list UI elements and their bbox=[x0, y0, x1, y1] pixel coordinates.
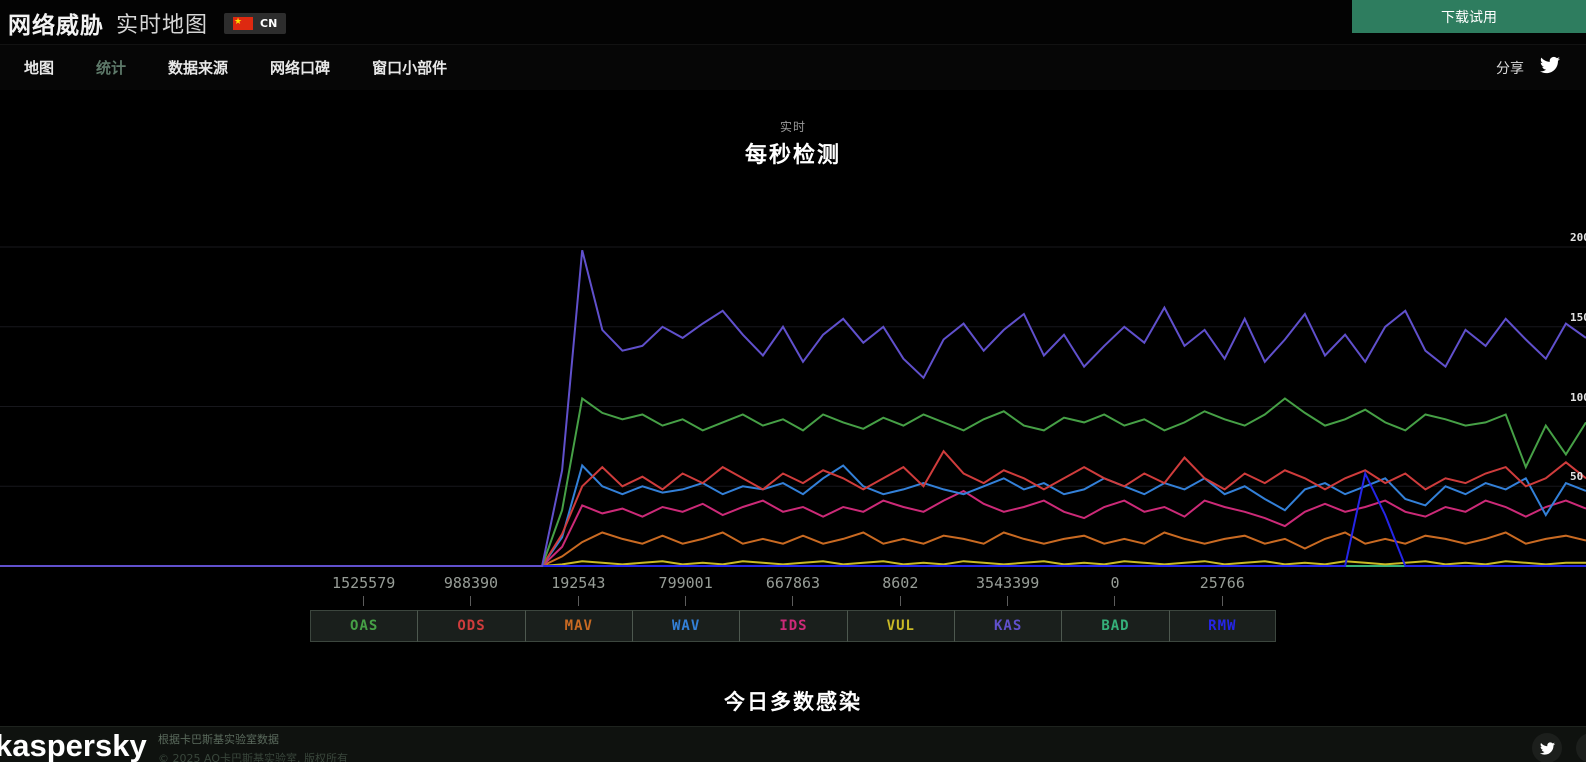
legend-value-wav: 799001 bbox=[658, 574, 713, 592]
legend-col-mav: 192543 MAV bbox=[524, 574, 632, 642]
detections-chart bbox=[0, 228, 1586, 570]
legend-col-kas: 3543399 KAS bbox=[953, 574, 1062, 642]
legend-label-mav: MAV bbox=[564, 618, 593, 634]
legend-value-bad: 0 bbox=[1110, 574, 1120, 592]
legend-col-ods: 988390 ODS bbox=[417, 574, 525, 642]
chart-legend: 1525579 OAS 988390 ODS 192543 MAV 799001 WAV 667… bbox=[310, 574, 1276, 642]
legend-item-bad[interactable]: BAD bbox=[1061, 610, 1169, 642]
y-axis-label-50: 50 bbox=[1570, 470, 1584, 484]
legend-tick-vul bbox=[899, 596, 901, 606]
legend-col-vul: 8602 VUL bbox=[846, 574, 954, 642]
legend-value-rmw: 25766 bbox=[1199, 574, 1245, 592]
legend-item-oas[interactable]: OAS bbox=[310, 610, 418, 642]
nav-tab-data-sources[interactable]: 数据来源 bbox=[168, 59, 229, 77]
legend-item-ids[interactable]: IDS bbox=[739, 610, 847, 642]
y-axis-label-150: 150 bbox=[1570, 310, 1586, 324]
legend-tick-bad bbox=[1114, 596, 1116, 606]
china-flag-icon: ★ bbox=[233, 16, 254, 30]
legend-col-bad: 0 BAD bbox=[1061, 574, 1169, 642]
nav-bar: 地图 统计 数据来源 网络口碑 窗口小部件 bbox=[0, 44, 1586, 90]
legend-value-vul: 8602 bbox=[882, 574, 919, 592]
brand-title-bold: 网络威胁 bbox=[8, 13, 104, 39]
legend-item-wav[interactable]: WAV bbox=[631, 610, 740, 642]
legend-value-ids: 667863 bbox=[765, 574, 821, 592]
legend-col-oas: 1525579 OAS bbox=[310, 574, 418, 642]
language-code: CN bbox=[260, 16, 278, 30]
legend-col-ids: 667863 IDS bbox=[739, 574, 847, 642]
legend-tick-wav bbox=[685, 596, 687, 606]
header: 网络威胁 实时地图 ★ CN 下载试用 bbox=[0, 0, 1586, 44]
series-line-oas bbox=[0, 396, 1586, 567]
footer-twitter-icon[interactable] bbox=[1532, 733, 1562, 762]
legend-label-oas: OAS bbox=[350, 618, 379, 634]
legend-value-mav: 192543 bbox=[551, 574, 606, 592]
legend-tick-ids bbox=[792, 596, 794, 606]
download-trial-button[interactable]: 下载试用 bbox=[1352, 0, 1586, 33]
footer-facebook-icon[interactable] bbox=[1576, 733, 1586, 762]
twitter-icon[interactable] bbox=[1539, 55, 1560, 75]
legend-tick-rmw bbox=[1221, 596, 1223, 606]
nav-tab-map[interactable]: 地图 bbox=[24, 59, 55, 77]
y-axis-label-200: 200 bbox=[1570, 231, 1586, 244]
legend-col-wav: 799001 WAV bbox=[631, 574, 740, 642]
footer: kaspersky 根据卡巴斯基实验室数据 © 2025 AO卡巴斯基实验室. … bbox=[0, 726, 1586, 762]
legend-value-oas: 1525579 bbox=[332, 574, 396, 592]
legend-value-kas: 3543399 bbox=[976, 574, 1040, 592]
legend-item-vul[interactable]: VUL bbox=[846, 610, 954, 642]
nav-tab-widgets[interactable]: 窗口小部件 bbox=[372, 59, 448, 77]
legend-col-rmw: 25766 RMW bbox=[1168, 574, 1276, 642]
legend-label-ids: IDS bbox=[779, 618, 808, 634]
legend-tick-mav bbox=[577, 596, 579, 606]
threat-chart-svg bbox=[0, 246, 1586, 567]
footer-text: 根据卡巴斯基实验室数据 © 2025 AO卡巴斯基实验室. 版权所有 bbox=[158, 731, 348, 762]
legend-label-ods: ODS bbox=[457, 618, 486, 634]
nav-tab-web-reputation[interactable]: 网络口碑 bbox=[270, 59, 331, 77]
series-line-kas bbox=[0, 249, 1586, 567]
legend-tick-oas bbox=[363, 596, 365, 606]
chart-title: 每秒检测 bbox=[744, 143, 841, 168]
legend-tick-kas bbox=[1007, 596, 1009, 606]
footer-attribution: 根据卡巴斯基实验室数据 bbox=[158, 733, 279, 746]
chart-subtitle: 实时 bbox=[779, 120, 806, 134]
legend-item-rmw[interactable]: RMW bbox=[1168, 610, 1276, 642]
kaspersky-logo[interactable]: kaspersky bbox=[0, 728, 147, 762]
legend-label-rmw: RMW bbox=[1208, 618, 1237, 634]
footer-copyright: © 2025 AO卡巴斯基实验室. 版权所有 bbox=[158, 752, 348, 762]
y-axis-label-100: 100 bbox=[1570, 390, 1586, 404]
nav-tab-statistics[interactable]: 统计 bbox=[96, 59, 127, 77]
legend-label-bad: BAD bbox=[1101, 618, 1130, 634]
legend-label-wav: WAV bbox=[672, 618, 701, 634]
legend-label-vul: VUL bbox=[886, 618, 915, 634]
brand-title-light: 实时地图 bbox=[116, 13, 209, 38]
share-link[interactable]: 分享 bbox=[1496, 61, 1524, 77]
legend-value-ods: 988390 bbox=[443, 574, 499, 592]
brand: 网络威胁 实时地图 ★ CN bbox=[8, 6, 287, 40]
flag-star: ★ bbox=[234, 16, 243, 27]
legend-item-mav[interactable]: MAV bbox=[524, 610, 632, 642]
legend-item-kas[interactable]: KAS bbox=[953, 610, 1062, 642]
legend-label-kas: KAS bbox=[993, 618, 1023, 634]
legend-tick-ods bbox=[470, 596, 472, 606]
section-title-infections: 今日多数感染 bbox=[724, 690, 862, 714]
series-line-rmw bbox=[0, 470, 1586, 567]
legend-item-ods[interactable]: ODS bbox=[417, 610, 525, 642]
language-selector[interactable]: ★ CN bbox=[224, 12, 287, 34]
footer-social-icons bbox=[1532, 733, 1586, 762]
